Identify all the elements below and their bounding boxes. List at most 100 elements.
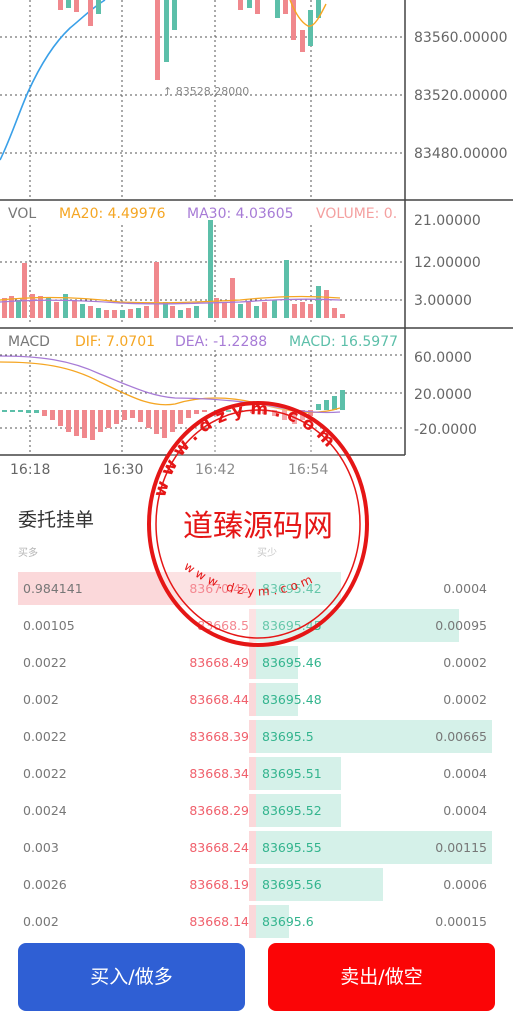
ask-price: 83695.51: [262, 766, 322, 781]
bid-amount: 0.0026: [23, 877, 67, 892]
kline-chart-canvas[interactable]: ↑ 83528.28000 83560.00000 83520.00000 83…: [0, 0, 513, 485]
macd-bar: [106, 410, 111, 428]
macd-bar: [214, 410, 219, 412]
vol-ma30-value: MA30: 4.03605: [187, 206, 294, 222]
macd-dif-line: [0, 361, 341, 414]
order-book-row[interactable]: 0.0022 83668.39 83695.5 0.00665: [0, 718, 513, 755]
ask-depth-bar: [256, 831, 492, 864]
ask-amount: 0.00665: [435, 729, 487, 744]
vol-ma30-line: [0, 298, 341, 305]
volume-bar: [222, 302, 227, 318]
volume-bar: [136, 308, 141, 318]
order-book-row[interactable]: 0.0022 83668.34 83695.51 0.0004: [0, 755, 513, 792]
bid-amount: 0.0022: [23, 766, 67, 781]
candlestick: [66, 0, 71, 8]
ask-amount: 0.0002: [443, 655, 487, 670]
volume-bar: [170, 306, 175, 318]
volume-bar: [230, 278, 235, 318]
volume-bar: [238, 304, 243, 318]
ask-amount: 0.00015: [435, 914, 487, 929]
ask-amount: 0.0004: [443, 803, 487, 818]
ask-depth-bar: [256, 905, 289, 938]
volume-bar: [88, 306, 93, 318]
macd-bar: [90, 410, 95, 440]
bid-amount: 0.002: [23, 692, 59, 707]
volume-bar: [262, 302, 267, 318]
bid-depth-bar: [249, 609, 256, 642]
candlestick: [275, 0, 280, 18]
candlestick: [172, 0, 177, 30]
macd-bar: [194, 410, 199, 414]
volume-bar: [208, 220, 213, 318]
volume-bar: [46, 298, 51, 318]
volume-bar: [104, 310, 109, 318]
candlestick: [255, 0, 260, 14]
macd-dif-value: DIF: 7.0701: [75, 334, 156, 350]
macd-bar: [58, 410, 63, 426]
macd-bar: [82, 410, 87, 438]
ask-amount: 0.0004: [443, 766, 487, 781]
time-axis-label: 16:54: [288, 462, 328, 478]
order-book-row[interactable]: 0.003 83668.24 83695.55 0.00115: [0, 829, 513, 866]
volume-bar: [272, 300, 277, 318]
price-ma-line: [0, 0, 106, 161]
ask-amount: 0.0004: [443, 581, 487, 596]
order-book: 委托挂单 买多 买少 0.984141 83670.42 83695.42 0.000…: [0, 485, 513, 940]
ask-price: 83695.42: [262, 581, 322, 596]
candlestick: [58, 0, 63, 10]
vol-volume-value: VOLUME: 0.: [316, 206, 398, 222]
bid-depth-bar: [249, 868, 256, 901]
bid-amount: 0.0022: [23, 729, 67, 744]
bid-depth-bar: [249, 757, 256, 790]
order-book-row[interactable]: 0.002 83668.14 83695.6 0.00015: [0, 903, 513, 940]
order-book-row[interactable]: 0.00105 83668.5 83695.45 0.00095: [0, 607, 513, 644]
bid-price: 83668.29: [189, 803, 249, 818]
bid-price: 83668.44: [189, 692, 249, 707]
macd-bar: [2, 410, 7, 412]
sell-short-button[interactable]: 卖出/做空: [268, 943, 495, 1011]
ask-depth-bar: [256, 646, 298, 679]
order-book-row[interactable]: 0.002 83668.44 83695.48 0.0002: [0, 681, 513, 718]
macd-bar: [26, 410, 31, 413]
volume-bar: [340, 314, 345, 318]
order-book-row[interactable]: 0.984141 83670.42 83695.42 0.0004: [0, 570, 513, 607]
bid-amount: 0.002: [23, 914, 59, 929]
volume-bar: [254, 306, 259, 318]
macd-bar: [262, 410, 267, 414]
bid-price: 83668.5: [197, 618, 249, 633]
order-book-row[interactable]: 0.0026 83668.19 83695.56 0.0006: [0, 866, 513, 903]
candlestick: [238, 0, 243, 10]
ask-price: 83695.52: [262, 803, 322, 818]
bid-amount: 0.003: [23, 840, 59, 855]
buy-long-button[interactable]: 买入/做多: [18, 943, 245, 1011]
bid-depth-bar: [249, 905, 256, 938]
order-book-row[interactable]: 0.0024 83668.29 83695.52 0.0004: [0, 792, 513, 829]
ask-price: 83695.46: [262, 655, 322, 670]
macd-axis-label: 60.0000: [414, 350, 472, 366]
macd-bar: [250, 410, 255, 413]
macd-dea-value: DEA: -1.2288: [175, 334, 268, 350]
order-book-row[interactable]: 0.0022 83668.49 83695.46 0.0002: [0, 644, 513, 681]
volume-bar: [178, 310, 183, 318]
macd-bar: [316, 404, 321, 410]
ask-depth-bar: [256, 720, 492, 753]
buy-column-header: 买多: [18, 548, 38, 559]
kline-chart[interactable]: ↑ 83528.28000 83560.00000 83520.00000 83…: [0, 0, 513, 485]
bid-depth-bar: [249, 794, 256, 827]
candlestick: [88, 0, 93, 26]
volume-bar: [54, 302, 59, 318]
volume-bar: [112, 310, 117, 318]
volume-bar: [128, 309, 133, 318]
volume-bar: [214, 298, 219, 318]
vol-axis-label: 21.00000: [414, 213, 481, 229]
macd-bar: [130, 410, 135, 418]
macd-bar: [186, 410, 191, 418]
volume-bar: [30, 294, 35, 318]
candlestick: [155, 0, 160, 80]
volume-bar: [63, 294, 68, 318]
macd-bar: [162, 410, 167, 438]
ask-price: 83695.48: [262, 692, 322, 707]
vol-axis-label: 3.00000: [414, 293, 472, 309]
macd-bar: [238, 410, 243, 412]
macd-bar: [66, 410, 71, 432]
